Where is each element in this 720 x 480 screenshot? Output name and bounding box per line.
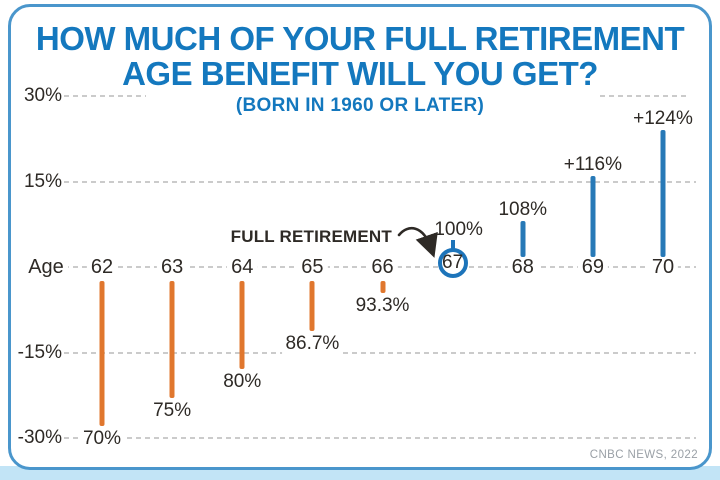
- benefit-bar-63: [169, 281, 175, 398]
- benefit-bar-69: [590, 175, 596, 257]
- title-line-2: AGE BENEFIT WILL YOU GET?: [122, 55, 598, 92]
- benefit-bar-66: [380, 281, 385, 294]
- age-label-65: 65: [297, 256, 328, 279]
- y-tick-label-15%: 15%: [23, 170, 62, 192]
- value-label-64: 80%: [220, 371, 265, 393]
- benefit-bar-64: [239, 281, 245, 369]
- value-label-63: 75%: [150, 399, 195, 422]
- curved-arrow-icon: [396, 222, 438, 263]
- age-label-63: 63: [157, 256, 188, 279]
- age-label-62: 62: [86, 256, 118, 279]
- value-label-69: +116%: [560, 153, 626, 176]
- age-label-64: 64: [227, 256, 258, 279]
- gridline-30%: [64, 95, 146, 97]
- age-axis-title: Age: [24, 256, 68, 279]
- age-67-highlight-ring: 67: [437, 248, 468, 278]
- gridline-15%: [64, 180, 696, 183]
- benefit-bar-68: [520, 221, 526, 257]
- benefit-bar-62: [99, 281, 105, 426]
- y-tick-label-30%: 30%: [23, 85, 62, 106]
- age-label-66: 66: [367, 256, 398, 279]
- chart-title: HOW MUCH OF YOUR FULL RETIREMENT AGE BEN…: [0, 21, 720, 117]
- age-label-68: 68: [507, 256, 538, 279]
- title-line-1: HOW MUCH OF YOUR FULL RETIREMENT: [35, 20, 685, 57]
- age-label-69: 69: [577, 256, 608, 279]
- value-label-66: 93.3%: [352, 295, 413, 317]
- benefit-bar-70: [660, 130, 666, 257]
- value-label-68: 108%: [495, 199, 551, 221]
- ring-connector: [450, 239, 455, 249]
- y-tick-label--15%: -15%: [17, 341, 62, 363]
- chart-subtitle: (BORN IN 1960 OR LATER): [235, 95, 485, 116]
- full-retirement-annotation: FULL RETIREMENT: [230, 227, 392, 246]
- value-label-70: +124%: [630, 108, 696, 130]
- value-label-67: 100%: [431, 219, 486, 241]
- value-label-62: 70%: [79, 428, 125, 450]
- y-tick-label--30%: -30%: [17, 427, 62, 448]
- source-credit: CNBC NEWS, 2022: [589, 449, 698, 461]
- gridline--15%: [64, 351, 696, 354]
- benefit-bar-65: [309, 281, 315, 331]
- value-label-65: 86.7%: [282, 332, 343, 355]
- gridline--30%: [64, 437, 696, 439]
- age-label-70: 70: [647, 256, 679, 279]
- gridline-30%: [600, 95, 686, 97]
